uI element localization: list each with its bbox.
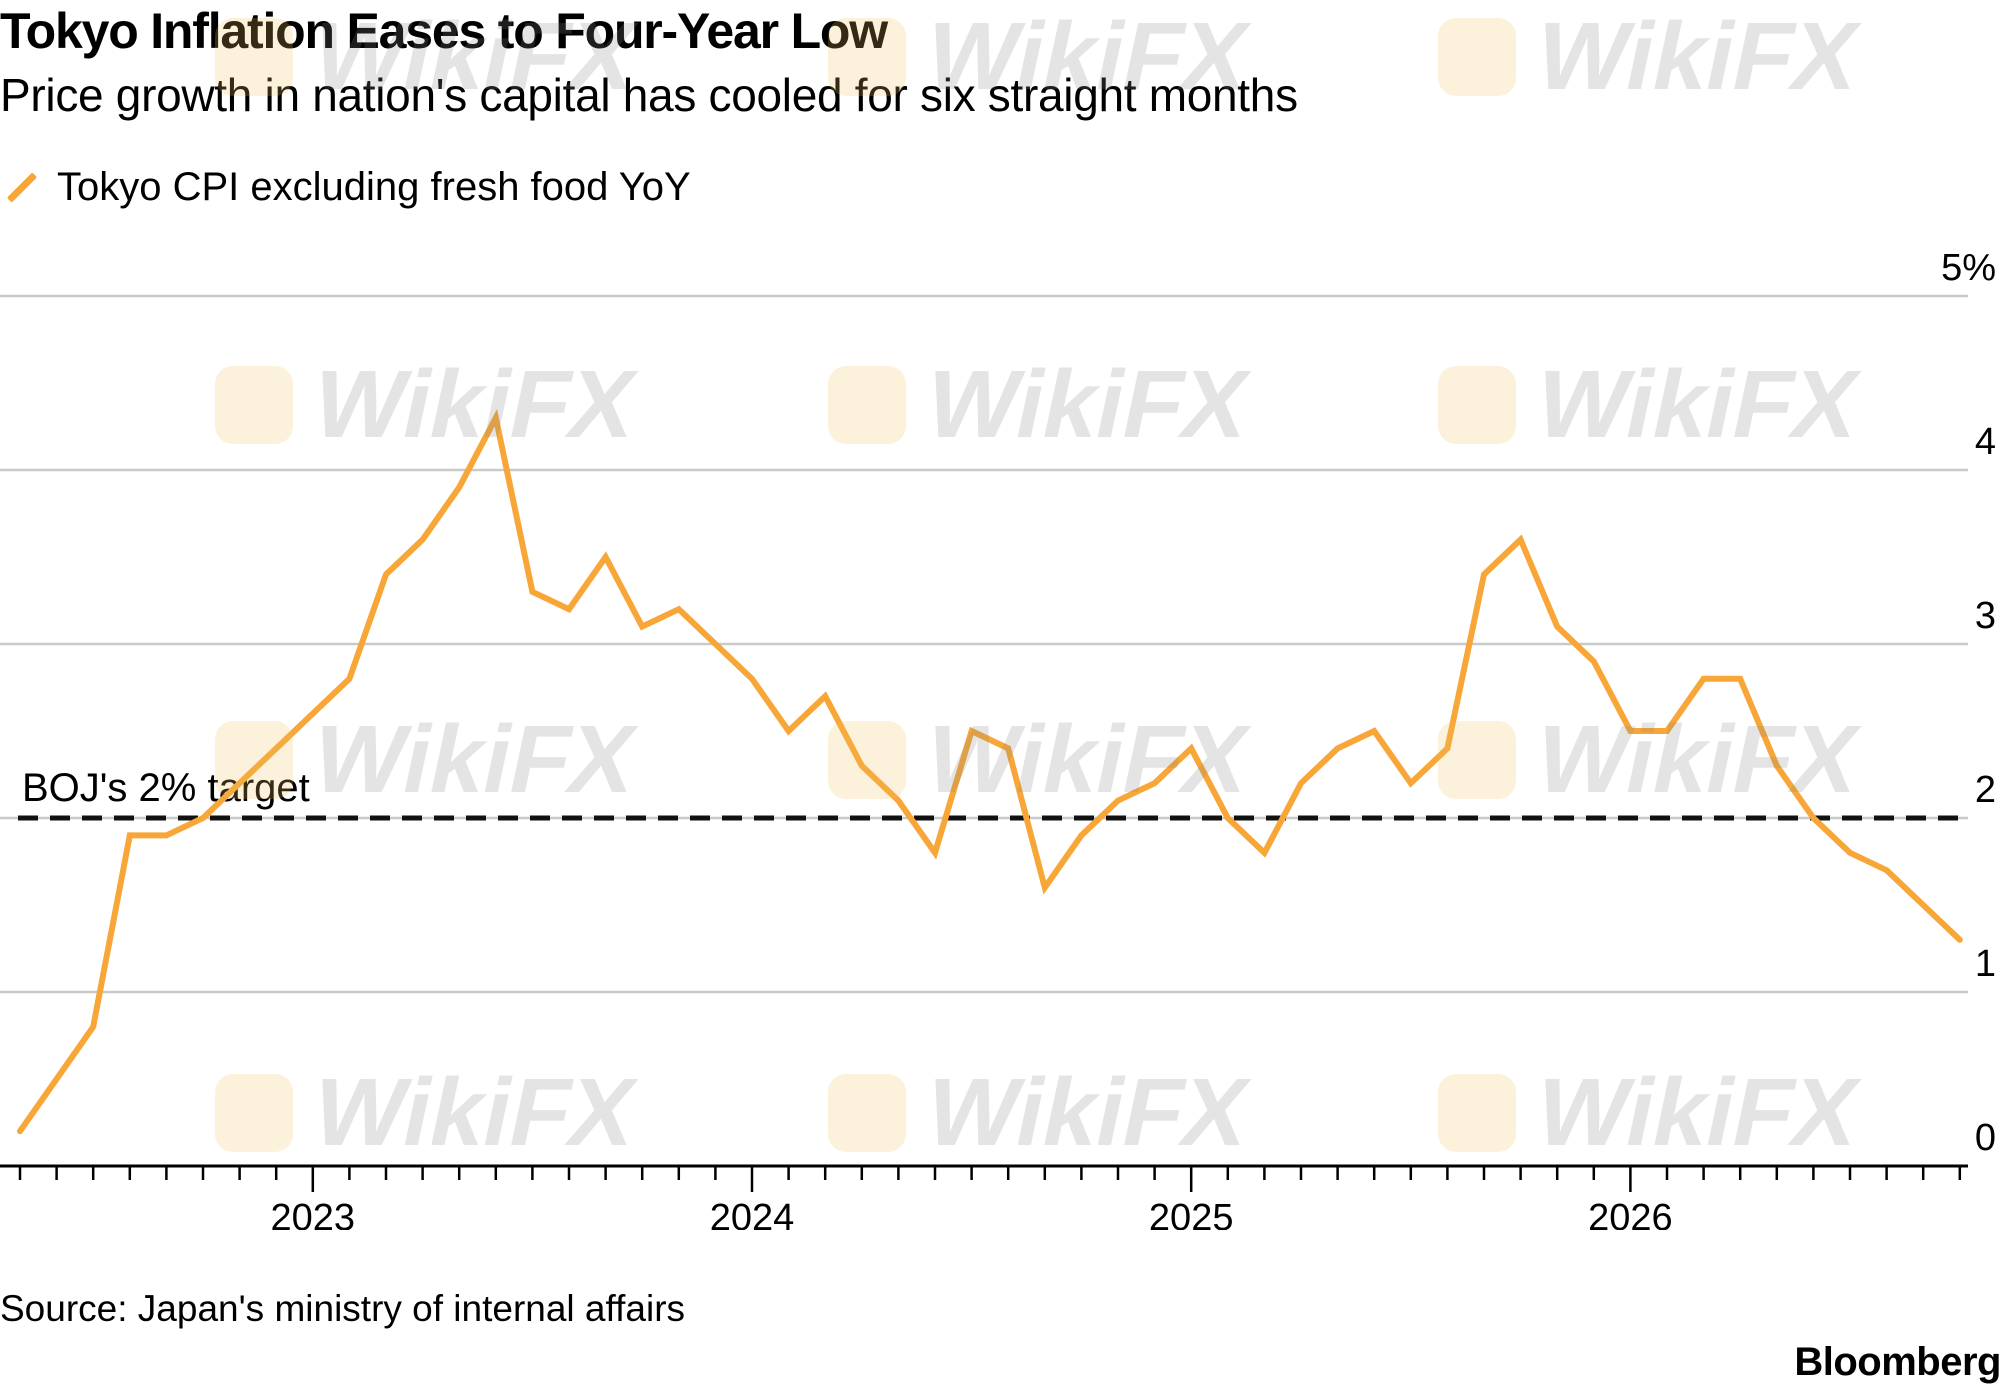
source-note: Source: Japan's ministry of internal aff… bbox=[0, 1288, 686, 1329]
y-tick-label: 1 bbox=[1975, 943, 1996, 985]
reference-line-group: BOJ's 2% target bbox=[18, 766, 1968, 821]
watermark-logo-icon bbox=[1438, 18, 1516, 96]
axis-labels: 0 1 2 3 4 5% 2023 2024 2025 2026 bbox=[271, 247, 1996, 1230]
series-layer bbox=[17, 409, 1963, 1135]
y-tick-label: 2 bbox=[1975, 769, 1996, 811]
gridlines bbox=[0, 294, 1968, 994]
x-tick-label: 2026 bbox=[1588, 1197, 1673, 1230]
legend: Tokyo CPI excluding fresh food YoY bbox=[0, 162, 691, 212]
watermark-text: WikiFX bbox=[1526, 3, 1869, 110]
y-tick-label: 0 bbox=[1975, 1117, 1996, 1159]
chart-title: Tokyo Inflation Eases to Four-Year Low bbox=[0, 3, 888, 59]
x-tick-label: 2025 bbox=[1149, 1197, 1234, 1230]
x-axis bbox=[0, 1164, 1968, 1192]
y-tick-label: 4 bbox=[1975, 421, 1996, 463]
legend-label: Tokyo CPI excluding fresh food YoY bbox=[57, 164, 691, 209]
reference-line-label: BOJ's 2% target bbox=[22, 766, 310, 810]
watermark: WikiFX bbox=[1438, 2, 1869, 112]
legend-line-icon bbox=[0, 162, 40, 212]
y-tick-label: 5% bbox=[1941, 247, 1996, 289]
line-chart: BOJ's 2% target 0 1 2 3 4 5% 2023 2024 2025 2026 bbox=[0, 247, 1996, 1230]
y-tick-label: 3 bbox=[1975, 595, 1996, 637]
bloomberg-logo: Bloomberg bbox=[1794, 1340, 2001, 1384]
x-tick-label: 2023 bbox=[271, 1197, 356, 1230]
x-tick-label: 2024 bbox=[710, 1197, 795, 1230]
chart-subtitle: Price growth in nation's capital has coo… bbox=[0, 69, 1298, 121]
series-line bbox=[17, 409, 1963, 1135]
